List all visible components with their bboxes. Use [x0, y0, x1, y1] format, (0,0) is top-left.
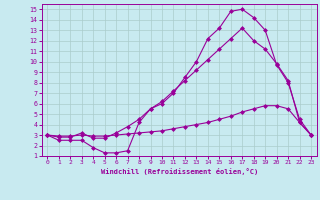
X-axis label: Windchill (Refroidissement éolien,°C): Windchill (Refroidissement éolien,°C) — [100, 168, 258, 175]
